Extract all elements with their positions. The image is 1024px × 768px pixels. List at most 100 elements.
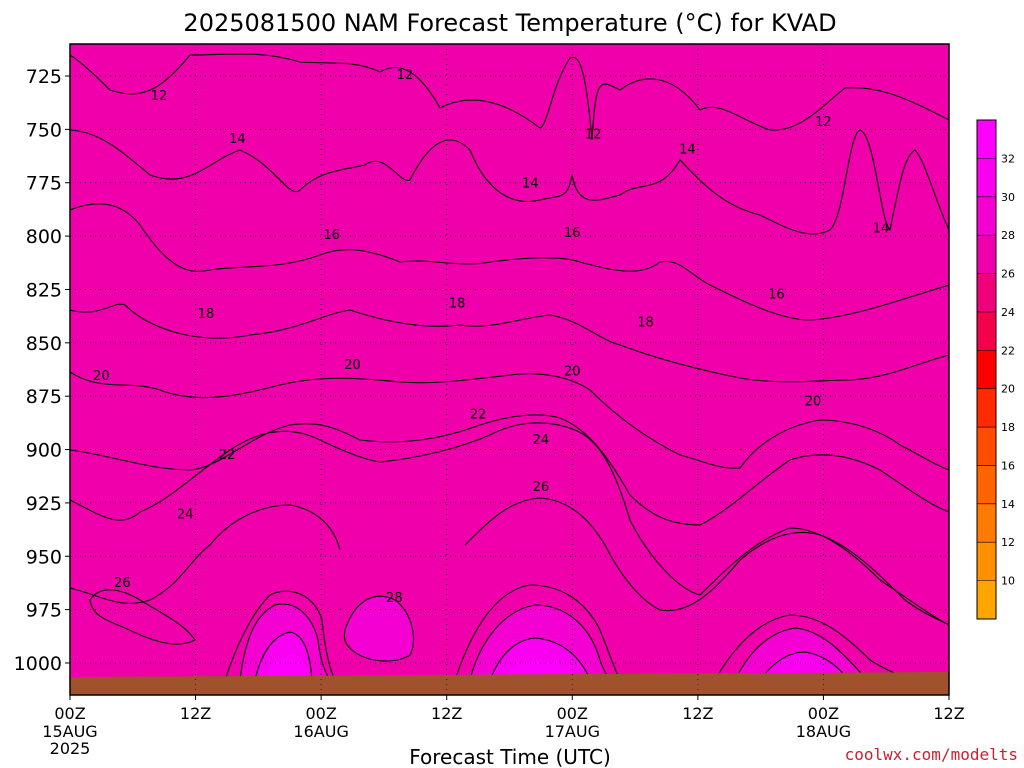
contour-label: 12 xyxy=(397,68,414,83)
x-tick-label: 00Z xyxy=(54,704,85,723)
colorbar-segment xyxy=(977,350,996,390)
colorbar-segment xyxy=(977,311,996,351)
contour-label: 14 xyxy=(873,222,890,237)
y-tick-label: 900 xyxy=(26,440,62,462)
colorbar-segment xyxy=(977,465,996,505)
x-tick-label: 12Z xyxy=(682,704,713,723)
y-tick-label: 925 xyxy=(26,493,62,515)
colorbar-legend: 10 12 14 16 18 20 22 24 26 28 30 32 xyxy=(976,119,1015,620)
plot-frame xyxy=(69,43,950,696)
band-28 xyxy=(240,596,865,680)
contour-label: 16 xyxy=(768,288,785,303)
contour-label: 20 xyxy=(93,369,110,384)
contour-label: 16 xyxy=(564,226,581,241)
contour-label: 20 xyxy=(564,365,581,380)
credit-text: coolwx.com/modelts xyxy=(845,745,1018,764)
y-tick-label: 725 xyxy=(26,66,62,88)
contour-label: 22 xyxy=(470,407,487,422)
colorbar-segment xyxy=(977,503,996,543)
contour-label: 26 xyxy=(533,480,550,495)
colorbar-segment xyxy=(977,158,996,198)
contour-label: 22 xyxy=(219,448,236,463)
chart-title: 2025081500 NAM Forecast Temperature (°C)… xyxy=(183,9,836,37)
colorbar-label: 26 xyxy=(1001,268,1015,281)
x-tick-label: 00Z xyxy=(557,704,588,723)
y-tick-label: 825 xyxy=(26,279,62,301)
contour-label: 14 xyxy=(229,132,246,147)
contour-label: 20 xyxy=(344,358,361,373)
contour-label: 26 xyxy=(114,576,131,591)
y-tick-label: 875 xyxy=(26,386,62,408)
y-tick-label: 800 xyxy=(26,226,62,248)
colorbar-label: 30 xyxy=(1001,191,1015,204)
colorbar-label: 22 xyxy=(1001,344,1015,357)
x-tick-date: 17AUG xyxy=(545,722,600,741)
colorbar-label: 28 xyxy=(1001,229,1015,242)
y-tick-label: 850 xyxy=(26,333,62,355)
y-tick-label: 750 xyxy=(26,119,62,141)
contour-28 xyxy=(224,584,911,681)
contour-label: 14 xyxy=(679,143,696,158)
colorbar-segment xyxy=(977,196,996,236)
colorbar-label: 14 xyxy=(1001,498,1015,511)
colorbar-segment xyxy=(977,427,996,466)
x-tick-date: 18AUG xyxy=(796,722,851,741)
colorbar-segment xyxy=(977,580,996,620)
x-tick-year: 2025 xyxy=(50,739,91,758)
contour-labels: 12 12 12 12 14 14 14 14 16 16 16 18 18 18 20 20 20 20 22 22… xyxy=(93,68,889,606)
band-23 xyxy=(70,44,949,672)
colorbar-frame xyxy=(976,119,997,620)
contour-22 xyxy=(70,414,949,526)
contour-26 xyxy=(70,497,949,645)
terrain xyxy=(70,672,949,695)
colorbar-label: 32 xyxy=(1001,152,1015,165)
y-tick-label: 950 xyxy=(26,546,62,568)
contour-label: 16 xyxy=(323,228,340,243)
contour-label: 24 xyxy=(533,433,550,448)
contour-14 xyxy=(70,129,949,235)
contour-label: 18 xyxy=(449,296,466,311)
y-tick-label: 1000 xyxy=(14,653,62,675)
contour-18 xyxy=(70,303,949,383)
contour-12a xyxy=(70,53,949,141)
contour-label: 18 xyxy=(637,315,654,330)
y-axis: 725 750 775 800 825 850 875 900 925 950 975 1000 xyxy=(14,66,70,675)
colorbar-label: 16 xyxy=(1001,459,1015,472)
contour-30 xyxy=(239,603,866,681)
band-30 xyxy=(255,632,848,680)
contour-label: 12 xyxy=(585,128,602,143)
contour-label: 24 xyxy=(177,508,194,523)
contour-label: 12 xyxy=(815,115,832,130)
x-tick-label: 12Z xyxy=(431,704,462,723)
colorbar-segment xyxy=(977,542,996,582)
colorbar-segment xyxy=(977,120,996,159)
y-tick-label: 775 xyxy=(26,173,62,195)
contour-label: 18 xyxy=(198,307,215,322)
colorbar-segment xyxy=(977,235,996,275)
contour-label: 12 xyxy=(151,89,168,104)
x-tick-label: 12Z xyxy=(933,704,964,723)
contour-label: 14 xyxy=(522,177,539,192)
plot-area: 12 12 12 12 14 14 14 14 16 16 16 18 18 18 20 20 20 20 22 22… xyxy=(70,44,949,695)
contour-20 xyxy=(70,371,949,471)
x-tick-label: 00Z xyxy=(305,704,336,723)
colorbar-segment xyxy=(977,388,996,428)
x-axis-label: Forecast Time (UTC) xyxy=(409,745,611,768)
x-tick-date: 16AUG xyxy=(293,722,348,741)
x-tick-label: 12Z xyxy=(180,704,211,723)
contour-label: 20 xyxy=(805,394,822,409)
contour-32 xyxy=(254,631,849,681)
contour-label: 28 xyxy=(386,591,403,606)
contour-16 xyxy=(70,203,949,321)
grid-lines xyxy=(70,44,949,695)
y-tick-label: 975 xyxy=(26,600,62,622)
colorbar-label: 10 xyxy=(1001,575,1015,588)
colorbar-label: 18 xyxy=(1001,421,1015,434)
x-tick-date: 15AUG xyxy=(42,722,97,741)
colorbar-segment xyxy=(977,273,996,313)
x-tick-label: 00Z xyxy=(808,704,839,723)
colorbar-label: 20 xyxy=(1001,383,1015,396)
colorbar-label: 12 xyxy=(1001,536,1015,549)
contour-24 xyxy=(70,422,949,626)
